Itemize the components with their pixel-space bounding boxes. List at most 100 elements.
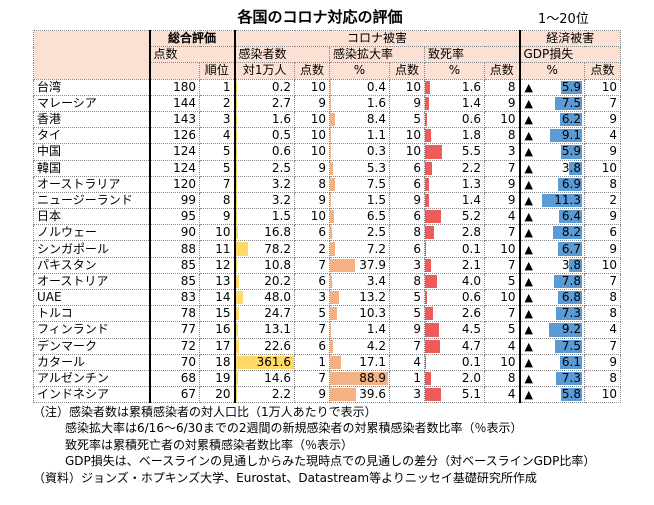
table-row: 香港 143 3 1.6 10 8.4 5 0.6 10 ▲ 6.2 9 <box>33 110 621 129</box>
gdp-pts: 4 <box>584 127 621 145</box>
country-name-value: シンガポール <box>37 241 110 256</box>
country-name-value: カタール <box>37 354 86 369</box>
fatality-pts-value: 9 <box>507 95 516 110</box>
overall-rank-value: 4 <box>222 128 231 143</box>
spread-pct: 1.4 <box>329 321 390 339</box>
overall-score-value: 143 <box>173 112 196 127</box>
spread-pct-value: 1.6 <box>366 95 386 110</box>
fatality-pts: 9 <box>484 191 520 210</box>
infected-pts-value: 9 <box>318 95 326 110</box>
infected-pts-value: 10 <box>310 112 326 127</box>
infected-pts-value: 10 <box>310 79 326 94</box>
overall-score: 180 <box>148 78 200 96</box>
table-row: オーストラリア 120 7 3.2 8 7.5 6 1.3 9 ▲ 6.9 8 <box>33 175 621 193</box>
table-row: シンガポール 88 11 78.2 2 7.2 6 0.1 10 ▲ 6.7 9 <box>33 240 621 258</box>
spread-pts: 10 <box>389 127 425 145</box>
gdp-loss-value: 6.1 <box>561 354 581 369</box>
gdp-pts-value: 9 <box>609 144 617 159</box>
infected-per10k: 0.2 <box>234 78 295 96</box>
fatality-bar <box>425 112 427 127</box>
overall-score: 144 <box>148 94 200 112</box>
infected-per10k: 1.6 <box>234 110 295 129</box>
spread-bar <box>330 226 332 240</box>
country-name: ノルウェー <box>33 224 150 242</box>
gdp-loss: ▲ 8.2 <box>518 224 585 242</box>
gdp-loss: ▲ 3.8 <box>518 256 585 274</box>
fatality-pct-value: 5.1 <box>461 387 481 402</box>
gdp-bar <box>568 161 582 175</box>
fatality-bar <box>425 323 439 337</box>
fatality-pts-value: 9 <box>507 176 516 191</box>
fatality-pct-value: 2.8 <box>461 225 481 240</box>
gdp-loss-value: 3.8 <box>561 160 581 175</box>
infected-bar <box>235 258 238 272</box>
gdp-pts: 9 <box>584 110 621 129</box>
note-fatality: 致死率は累積死亡者の対累積感染者数比率（％表示） <box>65 437 354 452</box>
spread-pct-value: 1.1 <box>366 128 386 143</box>
country-name: 香港 <box>33 110 150 129</box>
spread-bar <box>330 258 355 272</box>
overall-rank: 19 <box>199 369 236 388</box>
spread-pts-value: 3 <box>413 257 421 272</box>
infected-per10k-value: 0.2 <box>271 79 291 94</box>
spread-bar <box>330 193 331 208</box>
country-name: タイ <box>33 127 150 145</box>
overall-rank: 15 <box>199 305 236 323</box>
fatality-pts: 5 <box>484 321 520 339</box>
spread-pts-value: 5 <box>413 290 421 305</box>
overall-score-value: 77 <box>180 322 196 337</box>
spread-pts-value: 9 <box>413 192 421 207</box>
spread-bar <box>330 388 356 402</box>
fatality-pct: 0.1 <box>424 353 485 371</box>
fatality-pct: 4.7 <box>424 337 485 355</box>
infected-per10k: 24.7 <box>234 305 295 323</box>
spread-pct: 0.3 <box>329 143 390 161</box>
spread-pct: 7.2 <box>329 240 390 258</box>
fatality-pct: 0.1 <box>424 240 485 258</box>
spread-bar <box>330 274 333 288</box>
evaluation-table: 総合評価 コロナ被害 経済被害 点数 感染者数 感染拡大率 致死率 GDP損失 … <box>33 29 621 404</box>
spread-pts-value: 10 <box>405 144 421 159</box>
infected-per10k-value: 24.7 <box>264 306 291 321</box>
gdp-loss-value: 6.8 <box>561 290 581 305</box>
negative-triangle-icon: ▲ <box>524 161 533 175</box>
fatality-pts: 8 <box>484 78 520 96</box>
table-row: パキスタン 85 12 10.8 7 37.9 3 2.1 7 ▲ 3.8 10 <box>33 256 621 274</box>
spread-pct-value: 0.3 <box>366 144 386 159</box>
gdp-loss: ▲ 9.2 <box>518 321 585 339</box>
gdp-pts: 4 <box>584 321 621 339</box>
gdp-bar <box>560 112 582 127</box>
infected-per10k-value: 2.7 <box>271 95 291 110</box>
fatality-pts-value: 4 <box>507 387 516 402</box>
overall-score: 77 <box>148 321 200 339</box>
overall-score-value: 124 <box>173 144 196 159</box>
gdp-pts-value: 7 <box>609 338 617 353</box>
gdp-bar <box>556 371 582 386</box>
overall-score-value: 70 <box>180 354 196 369</box>
country-name-value: フィンランド <box>37 322 109 337</box>
gdp-loss-value: 6.9 <box>561 176 581 191</box>
gdp-loss-value: 3.8 <box>561 257 581 272</box>
gdp-loss-value: 6.2 <box>561 112 581 127</box>
fatality-pts-value: 7 <box>507 160 516 175</box>
economy-header: 経済被害 <box>518 29 621 48</box>
spread-pts-value: 4 <box>413 354 421 369</box>
fatality-pts-value: 3 <box>507 144 516 159</box>
overall-rank: 18 <box>199 353 236 371</box>
country-name: フィンランド <box>33 321 150 339</box>
country-name-value: オーストラリア <box>37 176 121 191</box>
overall-rank: 7 <box>199 175 236 193</box>
gdp-pts: 7 <box>584 272 621 291</box>
infected-per10k-value: 3.2 <box>271 192 291 207</box>
infected-bar <box>235 96 237 110</box>
fatality-pct: 1.3 <box>424 175 485 193</box>
spread-pts: 9 <box>389 191 425 210</box>
infected-pts: 6 <box>294 224 330 242</box>
infected-pts-value: 6 <box>318 338 326 353</box>
negative-triangle-icon: ▲ <box>524 307 533 321</box>
fatality-pct-value: 4.7 <box>461 338 481 353</box>
fatality-pct-value: 0.1 <box>461 241 481 256</box>
fatality-pts: 7 <box>484 159 520 177</box>
country-name: 中国 <box>33 143 150 161</box>
spread-pct: 5.3 <box>329 159 390 177</box>
